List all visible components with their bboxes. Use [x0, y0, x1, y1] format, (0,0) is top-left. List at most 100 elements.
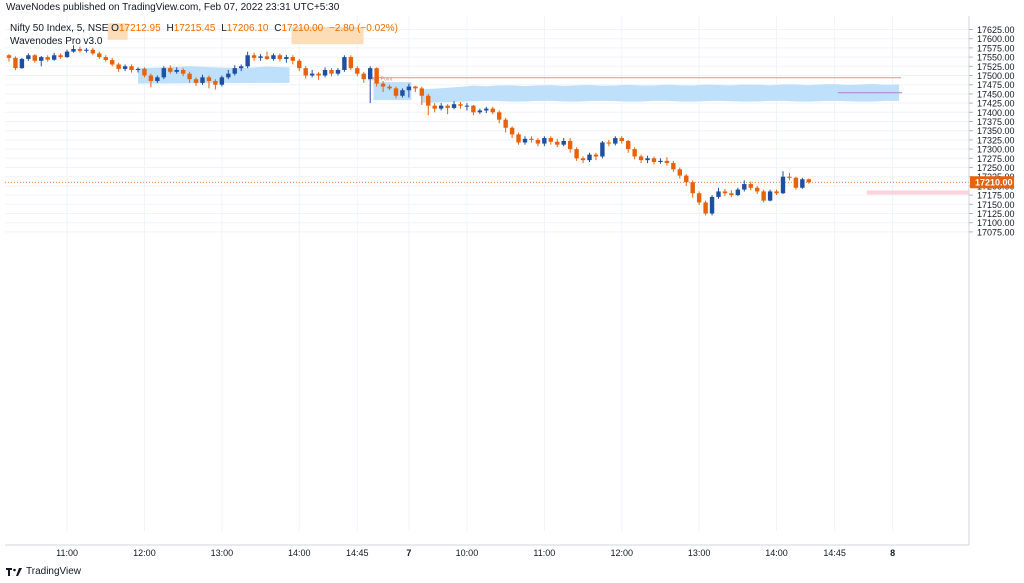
candle-body — [684, 175, 689, 183]
candle-body — [484, 108, 489, 111]
candle-body — [116, 64, 121, 69]
time-tick-label: 10:00 — [456, 548, 479, 558]
pivot-point-label: Pivot Point — [368, 77, 393, 83]
supply-zone — [291, 26, 364, 45]
candle — [561, 138, 566, 147]
candle — [77, 46, 83, 53]
candle-body — [155, 77, 160, 82]
candle — [606, 139, 612, 147]
candle — [484, 106, 489, 114]
candle-body — [142, 68, 147, 76]
price-tick-label: 17425.00 — [977, 99, 1015, 109]
candle — [51, 52, 57, 61]
footer-brand: TradingView — [26, 566, 82, 577]
candle-body — [103, 57, 108, 61]
candle-body — [213, 81, 218, 85]
candle — [580, 156, 586, 164]
candle-body — [471, 105, 476, 113]
candle-body — [593, 154, 599, 157]
candle-body — [561, 141, 566, 145]
candle — [329, 68, 334, 77]
candle-body — [613, 138, 618, 144]
candle-body — [497, 112, 502, 120]
candle-body — [774, 191, 779, 194]
candle — [780, 171, 786, 194]
candle-body — [200, 77, 205, 83]
candle-body — [290, 57, 295, 61]
candle-body — [503, 119, 508, 128]
candle-body — [606, 142, 612, 144]
indicator-bands — [107, 23, 900, 103]
time-tick-label: 14:00 — [765, 548, 788, 558]
candle — [413, 85, 418, 93]
candle-body — [477, 110, 483, 113]
candle-body — [413, 86, 418, 89]
candle — [774, 189, 779, 196]
candle-body — [174, 69, 179, 72]
candle — [451, 101, 457, 110]
candle — [277, 53, 283, 62]
price-tick-label: 17575.00 — [977, 43, 1015, 53]
candle-body — [793, 177, 799, 188]
candle — [722, 188, 728, 197]
value-band — [138, 66, 290, 84]
time-tick-label: 12:00 — [133, 548, 156, 558]
candle — [387, 84, 392, 91]
candle — [548, 136, 553, 145]
candle-body — [303, 68, 308, 76]
candle-body — [316, 73, 321, 76]
chart-axes: 17625.0017600.0017575.0017550.0017525.00… — [5, 16, 1015, 558]
candle — [419, 86, 424, 105]
time-tick-label: 11:00 — [533, 548, 555, 558]
candle-body — [232, 68, 237, 74]
candle — [213, 79, 218, 90]
indicator-name[interactable]: Wavenodes Pro v3.0 — [10, 36, 103, 47]
candle — [19, 57, 25, 69]
candle — [509, 126, 515, 139]
candle — [690, 180, 695, 198]
candle-body — [400, 90, 405, 96]
candle-body — [26, 55, 31, 59]
candle — [587, 152, 592, 162]
open-value: 17212.95 — [118, 23, 161, 34]
candle-body — [426, 95, 431, 106]
candle — [232, 65, 237, 76]
candle-body — [419, 88, 424, 96]
candle — [658, 158, 663, 164]
candle-body — [722, 191, 728, 194]
candle — [735, 187, 741, 197]
candle-body — [264, 56, 270, 59]
candle-body — [39, 57, 44, 61]
candle-body — [516, 134, 521, 143]
candle-body — [677, 169, 682, 176]
high-value: 17215.45 — [173, 23, 216, 34]
chart-legend[interactable]: Nifty 50 Index, 5, NSE O17212.95 H17215.… — [10, 22, 401, 48]
candle-body — [219, 77, 225, 85]
candle-body — [129, 66, 134, 70]
candle — [703, 200, 708, 216]
candle-body — [277, 55, 283, 59]
candle-body — [645, 158, 650, 161]
candle-body — [748, 184, 753, 188]
candle — [258, 54, 263, 61]
candle — [6, 54, 12, 62]
candle — [290, 55, 295, 65]
price-tick-label: 17550.00 — [977, 53, 1015, 63]
candle-body — [709, 196, 715, 214]
candle-body — [168, 68, 173, 72]
candle — [32, 54, 37, 63]
candle — [645, 155, 650, 164]
candle-body — [703, 202, 708, 214]
candle — [39, 55, 44, 67]
candle — [542, 136, 547, 147]
candle-body — [239, 66, 244, 69]
support-zone — [866, 190, 969, 195]
candle — [651, 156, 657, 165]
candle-body — [600, 142, 605, 157]
candle-body — [245, 55, 250, 67]
close-value: 17210.00 — [281, 23, 324, 34]
candle-body — [335, 69, 341, 74]
candle-body — [574, 149, 579, 159]
candle — [97, 51, 102, 59]
